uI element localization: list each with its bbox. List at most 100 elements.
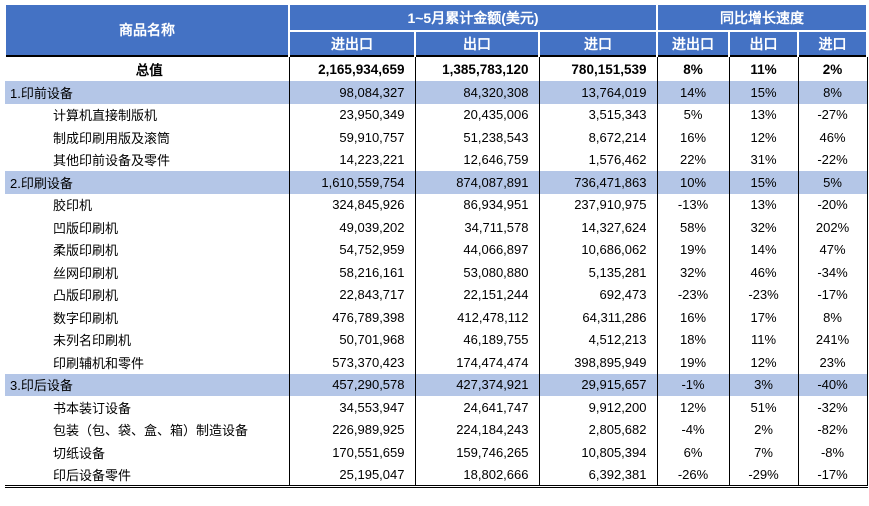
cell-growth-export: 12% [728,351,799,374]
cell-amount-export: 46,189,755 [414,328,540,351]
cell-amount-import: 3,515,343 [538,103,658,126]
cell-amount-export: 427,374,921 [414,373,540,396]
column-header-growth-export: 出口 [728,30,799,56]
cell-amount-import-export: 573,370,423 [288,351,416,374]
column-header-growth-import: 进口 [796,30,869,56]
table-row: 柔版印刷机 54,752,959 44,066,897 10,686,062 1… [5,238,868,261]
cell-amount-import-export: 22,843,717 [288,283,416,306]
cell-product-name: 1.印前设备 [5,81,290,104]
cell-amount-import: 4,512,213 [538,328,658,351]
cell-amount-import-export: 476,789,398 [288,306,416,329]
cell-amount-export: 44,066,897 [414,238,540,261]
cell-amount-export: 412,478,112 [414,306,540,329]
table-row: 包装（包、袋、盒、箱）制造设备 226,989,925 224,184,243 … [5,418,868,441]
cell-growth-import-export: 22% [656,148,730,171]
cell-amount-import: 13,764,019 [538,81,658,104]
cell-product-name: 书本装订设备 [5,396,290,419]
cell-amount-import: 29,915,657 [538,373,658,396]
cell-amount-import: 14,327,624 [538,216,658,239]
report-page: 商品名称 1~5月累计金额(美元) 同比增长速度 进出口 出口 进口 进出口 出… [4,3,869,488]
cell-amount-import-export: 170,551,659 [288,441,416,464]
cell-product-name: 2.印刷设备 [5,171,290,194]
cell-growth-import: -8% [797,441,868,464]
cell-amount-export: 51,238,543 [414,126,540,149]
cell-growth-export: 15% [728,81,799,104]
column-group-growth: 同比增长速度 [655,3,869,32]
cell-growth-export: 2% [728,418,799,441]
table-row: 印刷辅机和零件 573,370,423 174,474,474 398,895,… [5,351,868,374]
cell-product-name: 总值 [5,55,290,81]
cell-product-name: 制成印刷用版及滚筒 [5,126,290,149]
cell-amount-import-export: 2,165,934,659 [288,55,416,81]
cell-growth-import-export: 32% [656,261,730,284]
cell-amount-import: 6,392,381 [538,463,658,488]
cell-amount-import: 237,910,975 [538,193,658,216]
cell-growth-import: 5% [797,171,868,194]
cell-growth-import: -40% [797,373,868,396]
cell-growth-import-export: 19% [656,238,730,261]
cell-amount-import-export: 50,701,968 [288,328,416,351]
cell-growth-export: 13% [728,193,799,216]
cell-product-name: 3.印后设备 [5,373,290,396]
cell-growth-export: 14% [728,238,799,261]
cell-amount-import: 10,686,062 [538,238,658,261]
column-header-amount-import: 进口 [538,30,658,56]
cell-growth-import-export: -26% [656,463,730,488]
cell-growth-export: 17% [728,306,799,329]
table-body: 总值 2,165,934,659 1,385,783,120 780,151,5… [5,55,868,488]
cell-product-name: 数字印刷机 [5,306,290,329]
cell-amount-export: 224,184,243 [414,418,540,441]
cell-amount-import-export: 59,910,757 [288,126,416,149]
table-row: 计算机直接制版机 23,950,349 20,435,006 3,515,343… [5,103,868,126]
cell-product-name: 其他印前设备及零件 [5,148,290,171]
cell-amount-import: 10,805,394 [538,441,658,464]
cell-growth-export: 51% [728,396,799,419]
cell-growth-import-export: 8% [656,55,730,81]
cell-growth-import: 2% [797,55,868,81]
cell-growth-import: 202% [797,216,868,239]
table-row: 丝网印刷机 58,216,161 53,080,880 5,135,281 32… [5,261,868,284]
cell-amount-import-export: 14,223,221 [288,148,416,171]
cell-growth-export: -29% [728,463,799,488]
cell-growth-import: 46% [797,126,868,149]
cell-amount-export: 53,080,880 [414,261,540,284]
header-row-subcolumns: 进出口 出口 进口 进出口 出口 进口 [5,30,869,56]
cell-amount-import-export: 23,950,349 [288,103,416,126]
column-header-amount-export: 出口 [414,30,540,56]
cell-growth-import: 23% [797,351,868,374]
table-row: 1.印前设备 98,084,327 84,320,308 13,764,019 … [5,81,868,104]
cell-amount-export: 12,646,759 [414,148,540,171]
cell-growth-import: -32% [797,396,868,419]
cell-product-name: 印后设备零件 [5,463,290,488]
trade-data-table: 商品名称 1~5月累计金额(美元) 同比增长速度 进出口 出口 进口 进出口 出… [4,3,869,488]
cell-growth-export: 46% [728,261,799,284]
cell-amount-import-export: 58,216,161 [288,261,416,284]
cell-amount-import: 692,473 [538,283,658,306]
cell-amount-export: 34,711,578 [414,216,540,239]
cell-amount-import: 780,151,539 [538,55,658,81]
cell-amount-import: 64,311,286 [538,306,658,329]
cell-amount-import: 398,895,949 [538,351,658,374]
cell-amount-export: 20,435,006 [414,103,540,126]
cell-growth-import: 241% [797,328,868,351]
cell-amount-export: 86,934,951 [414,193,540,216]
cell-amount-import-export: 457,290,578 [288,373,416,396]
table-row: 未列名印刷机 50,701,968 46,189,755 4,512,213 1… [5,328,868,351]
cell-growth-import-export: -1% [656,373,730,396]
cell-growth-import-export: 10% [656,171,730,194]
table-row: 凸版印刷机 22,843,717 22,151,244 692,473 -23%… [5,283,868,306]
cell-amount-export: 84,320,308 [414,81,540,104]
cell-growth-import-export: -4% [656,418,730,441]
cell-amount-import-export: 1,610,559,754 [288,171,416,194]
cell-growth-import-export: 5% [656,103,730,126]
table-row: 书本装订设备 34,553,947 24,641,747 9,912,200 1… [5,396,868,419]
cell-product-name: 凸版印刷机 [5,283,290,306]
cell-product-name: 印刷辅机和零件 [5,351,290,374]
table-row: 印后设备零件 25,195,047 18,802,666 6,392,381 -… [5,463,868,488]
cell-amount-import-export: 49,039,202 [288,216,416,239]
cell-amount-import-export: 226,989,925 [288,418,416,441]
table-row: 切纸设备 170,551,659 159,746,265 10,805,394 … [5,441,868,464]
cell-product-name: 胶印机 [5,193,290,216]
table-row: 胶印机 324,845,926 86,934,951 237,910,975 -… [5,193,868,216]
table-row: 2.印刷设备 1,610,559,754 874,087,891 736,471… [5,171,868,194]
